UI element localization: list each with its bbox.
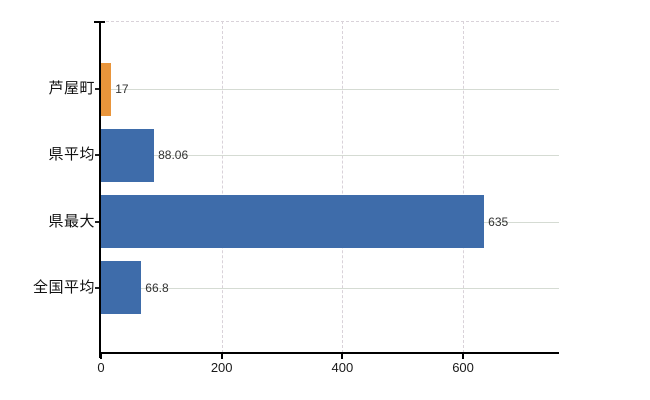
x-tick — [220, 354, 223, 359]
x-tick — [341, 354, 344, 359]
y-axis-line — [99, 21, 101, 358]
bar — [101, 128, 155, 182]
category-label: 県最大 — [48, 212, 95, 230]
x-axis-line — [99, 352, 559, 354]
bar-value-label: 66.8 — [145, 280, 169, 295]
x-tick — [100, 354, 102, 359]
category-label: 全国平均 — [32, 278, 95, 296]
plot-top-border — [101, 21, 559, 22]
bar-value-label: 88.06 — [158, 148, 189, 162]
category-label: 芦屋町 — [48, 80, 95, 97]
x-gridline — [463, 21, 465, 353]
category-gridline — [101, 155, 559, 156]
category-tick — [95, 220, 101, 223]
category-tick — [95, 154, 101, 156]
bar — [101, 195, 485, 248]
bar — [101, 62, 112, 116]
x-tick-label: 600 — [452, 360, 474, 375]
category-tick — [95, 286, 101, 289]
x-gridline — [342, 21, 344, 353]
x-tick-label: 400 — [331, 360, 354, 375]
category-gridline — [101, 89, 559, 90]
category-gridline — [101, 287, 559, 289]
x-tick-label: 0 — [97, 360, 105, 375]
x-tick-label: 200 — [210, 360, 233, 375]
bar — [101, 261, 142, 314]
bar-value-label: 17 — [115, 82, 129, 96]
category-tick — [95, 88, 101, 90]
x-tick — [462, 354, 465, 359]
x-gridline — [221, 21, 223, 353]
category-label: 県平均 — [48, 146, 95, 163]
y-axis-end-tick — [94, 21, 105, 23]
bar-value-label: 635 — [488, 214, 509, 229]
